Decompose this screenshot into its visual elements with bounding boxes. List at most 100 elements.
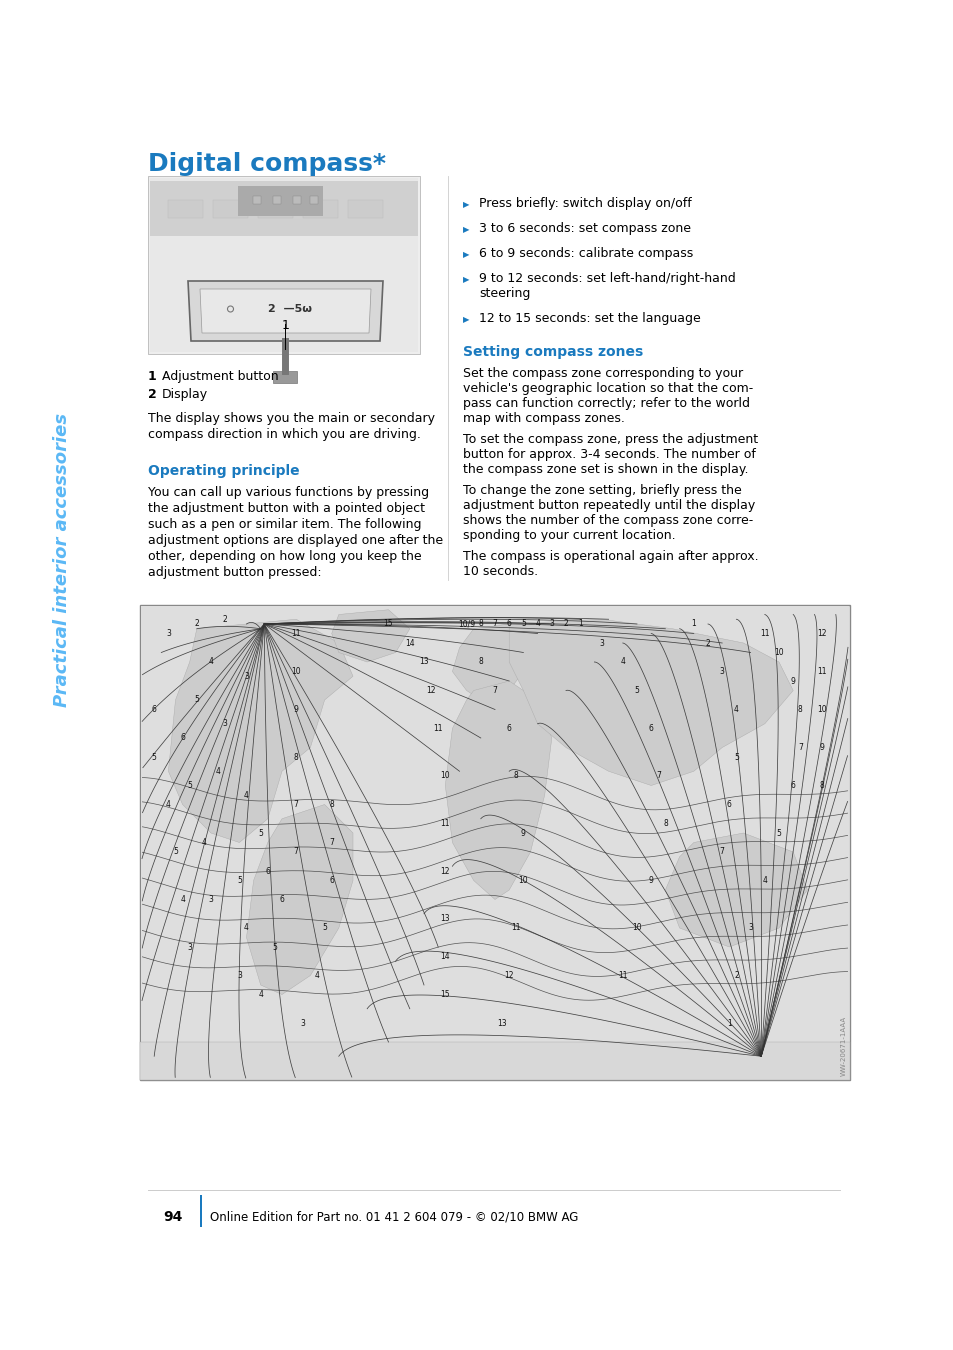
Text: To change the zone setting, briefly press the: To change the zone setting, briefly pres… — [462, 485, 741, 497]
Text: 2  —5ω: 2 —5ω — [268, 304, 313, 315]
Text: 2: 2 — [563, 620, 568, 629]
Text: 4: 4 — [180, 895, 185, 905]
Text: 4: 4 — [244, 791, 249, 799]
Text: 6: 6 — [506, 724, 511, 733]
Bar — [141, 606, 848, 1079]
Text: 4: 4 — [209, 657, 213, 667]
Polygon shape — [246, 805, 353, 995]
Text: 6: 6 — [180, 733, 185, 743]
Text: compass direction in which you are driving.: compass direction in which you are drivi… — [148, 428, 420, 441]
Text: 13: 13 — [440, 914, 450, 923]
Text: 9: 9 — [648, 876, 653, 886]
Text: 6: 6 — [265, 867, 270, 876]
Text: Setting compass zones: Setting compass zones — [462, 346, 642, 359]
Bar — [150, 181, 417, 236]
Text: 3: 3 — [187, 942, 192, 952]
Text: Press briefly: switch display on/off: Press briefly: switch display on/off — [478, 197, 691, 211]
Bar — [274, 371, 297, 383]
Text: ▶: ▶ — [462, 275, 469, 284]
Text: 4: 4 — [761, 876, 766, 886]
Text: 5: 5 — [776, 829, 781, 837]
Text: 15: 15 — [440, 990, 450, 999]
Text: 7: 7 — [492, 620, 497, 629]
Text: 12: 12 — [816, 629, 825, 639]
Text: 11: 11 — [618, 971, 627, 980]
Text: 4: 4 — [166, 801, 171, 809]
Text: 13: 13 — [418, 657, 428, 667]
Text: 3: 3 — [166, 629, 171, 639]
Text: The display shows you the main or secondary: The display shows you the main or second… — [148, 412, 435, 425]
Bar — [168, 200, 203, 217]
Text: 7: 7 — [294, 848, 298, 856]
Text: map with compass zones.: map with compass zones. — [462, 412, 624, 425]
Text: 3: 3 — [209, 895, 213, 905]
Text: 2: 2 — [705, 639, 710, 648]
Text: 3 to 6 seconds: set compass zone: 3 to 6 seconds: set compass zone — [478, 221, 690, 235]
Text: 5: 5 — [172, 848, 178, 856]
Text: 3: 3 — [236, 971, 241, 980]
Text: Set the compass zone corresponding to your: Set the compass zone corresponding to yo… — [462, 367, 742, 379]
Text: 8: 8 — [477, 657, 482, 667]
Text: 10: 10 — [518, 876, 528, 886]
Text: such as a pen or similar item. The following: such as a pen or similar item. The follo… — [148, 518, 421, 531]
Text: 8: 8 — [329, 801, 334, 809]
Text: 3: 3 — [598, 639, 603, 648]
Text: 11: 11 — [760, 629, 769, 639]
Text: 1: 1 — [281, 319, 289, 332]
Text: 4: 4 — [733, 705, 738, 714]
Text: Online Edition for Part no. 01 41 2 604 079 - © 02/10 BMW AG: Online Edition for Part no. 01 41 2 604 … — [210, 1210, 578, 1223]
Text: steering: steering — [478, 288, 530, 300]
Text: 10: 10 — [291, 667, 301, 676]
Text: 2: 2 — [148, 387, 156, 401]
Bar — [293, 196, 301, 204]
Text: 9: 9 — [790, 676, 795, 686]
Text: ▶: ▶ — [462, 315, 469, 324]
Text: Adjustment button: Adjustment button — [162, 370, 278, 383]
Text: the adjustment button with a pointed object: the adjustment button with a pointed obj… — [148, 502, 424, 514]
Bar — [273, 196, 281, 204]
Text: 7: 7 — [492, 686, 497, 695]
Text: 10/9: 10/9 — [457, 620, 475, 629]
Text: 6: 6 — [506, 620, 511, 629]
Bar — [303, 200, 337, 217]
Text: 10: 10 — [774, 648, 783, 657]
Bar — [253, 196, 261, 204]
Text: 2: 2 — [733, 971, 738, 980]
Bar — [200, 1195, 202, 1227]
Text: 5: 5 — [322, 923, 327, 933]
Text: 6: 6 — [152, 705, 156, 714]
Text: shows the number of the compass zone corre-: shows the number of the compass zone cor… — [462, 514, 753, 526]
Text: 11: 11 — [511, 923, 520, 933]
Text: 1: 1 — [691, 620, 696, 629]
Text: 3: 3 — [549, 620, 554, 629]
Bar — [148, 176, 419, 354]
Text: Display: Display — [162, 387, 208, 401]
Text: 11: 11 — [816, 667, 825, 676]
Text: other, depending on how long you keep the: other, depending on how long you keep th… — [148, 549, 421, 563]
Text: 8: 8 — [294, 752, 298, 761]
Text: 94: 94 — [163, 1210, 182, 1224]
Text: adjustment button repeatedly until the display: adjustment button repeatedly until the d… — [462, 500, 755, 512]
Text: the compass zone set is shown in the display.: the compass zone set is shown in the dis… — [462, 463, 748, 477]
Text: 4: 4 — [314, 971, 319, 980]
Text: 5: 5 — [194, 695, 199, 705]
Text: 15: 15 — [383, 620, 393, 629]
Text: 5: 5 — [258, 829, 263, 837]
Text: 4: 4 — [258, 990, 263, 999]
Polygon shape — [188, 281, 382, 342]
Bar — [237, 186, 323, 216]
Text: 2: 2 — [194, 620, 199, 629]
Text: The compass is operational again after approx.: The compass is operational again after a… — [462, 549, 758, 563]
Text: 4: 4 — [535, 620, 539, 629]
Text: 3: 3 — [747, 923, 752, 933]
Text: 4: 4 — [215, 767, 220, 776]
Text: 9 to 12 seconds: set left-hand/right-hand: 9 to 12 seconds: set left-hand/right-han… — [478, 271, 735, 285]
Text: ▶: ▶ — [462, 225, 469, 234]
Text: 8: 8 — [662, 819, 667, 828]
Text: 7: 7 — [797, 743, 801, 752]
Text: 8: 8 — [514, 771, 518, 780]
Text: 8: 8 — [477, 620, 482, 629]
Bar — [257, 200, 293, 217]
Text: 3: 3 — [719, 667, 724, 676]
Text: 5: 5 — [634, 686, 639, 695]
